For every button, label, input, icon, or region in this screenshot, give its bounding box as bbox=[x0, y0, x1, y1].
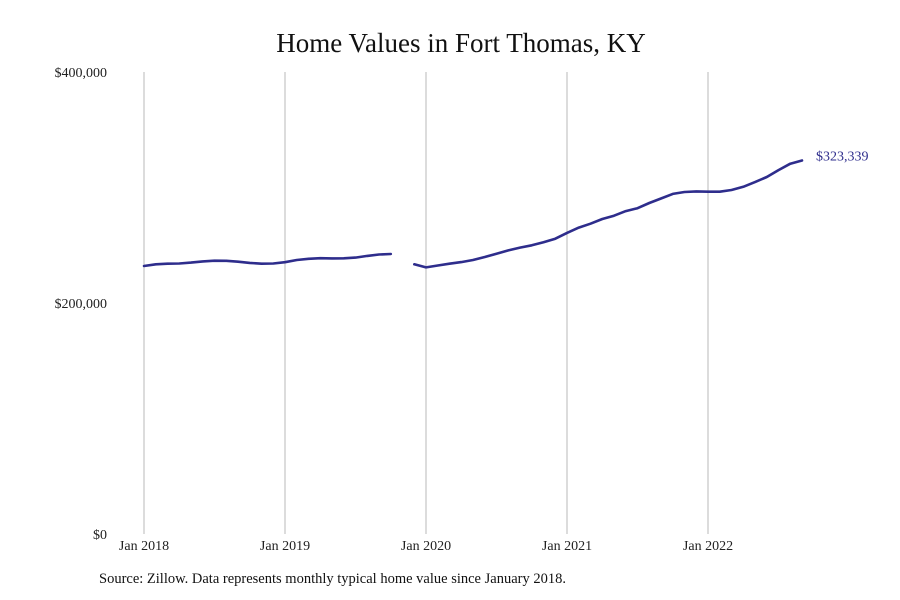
end-value-label: $323,339 bbox=[816, 150, 869, 165]
y-tick-label: $400,000 bbox=[55, 66, 108, 81]
series-line-segment bbox=[142, 252, 393, 268]
x-tick-label: Jan 2022 bbox=[683, 539, 733, 554]
x-tick-label: Jan 2020 bbox=[401, 539, 451, 554]
x-tick-label: Jan 2019 bbox=[260, 539, 310, 554]
chart-title: Home Values in Fort Thomas, KY bbox=[276, 28, 646, 58]
x-tick-label: Jan 2021 bbox=[542, 539, 592, 554]
series-line-segment bbox=[412, 159, 804, 269]
y-tick-label: $200,000 bbox=[55, 297, 108, 312]
source-note: Source: Zillow. Data represents monthly … bbox=[99, 571, 566, 587]
y-tick-label: $0 bbox=[93, 528, 107, 543]
x-tick-label: Jan 2018 bbox=[119, 539, 169, 554]
